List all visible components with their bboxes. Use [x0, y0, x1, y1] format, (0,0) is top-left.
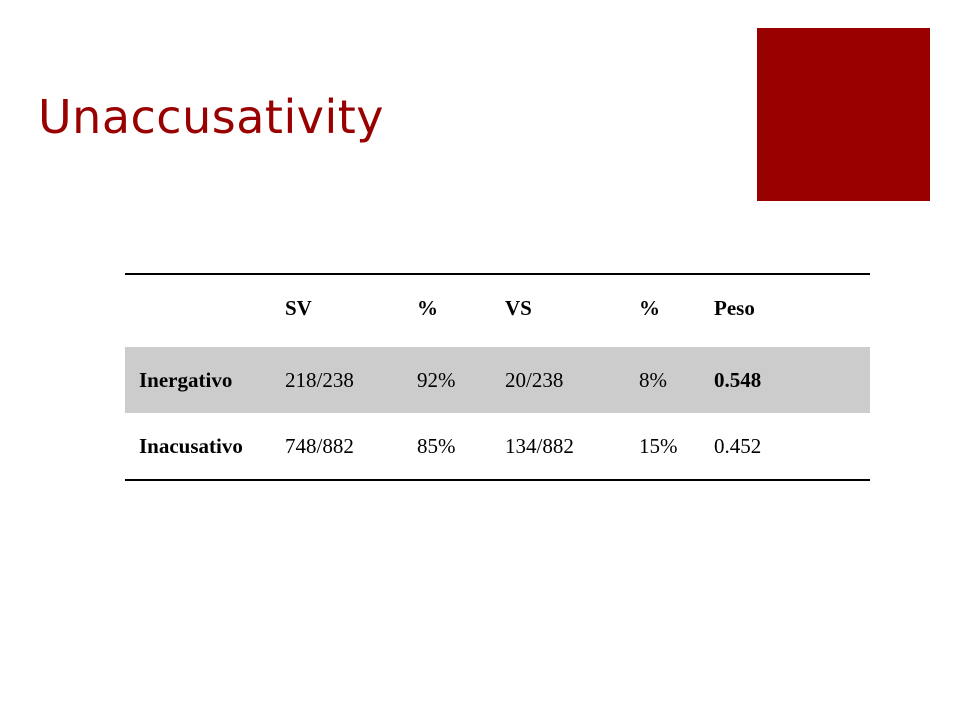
- cell-sv-percent: 92%: [415, 347, 503, 413]
- header-sv-percent: %: [417, 295, 438, 320]
- table-row-inergativo: Inergativo 218/238 92% 20/238 8% 0.548: [125, 347, 870, 413]
- header-empty-cell: [125, 274, 283, 347]
- slide-title: Unaccusativity: [38, 90, 384, 144]
- row-label: Inacusativo: [139, 433, 243, 458]
- row-label: Inergativo: [125, 347, 283, 413]
- cell-vs-percent: 8%: [637, 347, 712, 413]
- cell-vs: 20/238: [503, 347, 637, 413]
- cell-peso: 0.548: [712, 347, 870, 413]
- table-header-row: SV % VS % Peso: [125, 274, 870, 347]
- header-vs-percent: %: [639, 295, 660, 320]
- header-sv: SV: [285, 295, 312, 320]
- cell-peso: 0.452: [714, 433, 762, 458]
- header-peso: Peso: [714, 295, 755, 320]
- cell-sv: 748/882: [285, 433, 354, 458]
- cell-sv-percent: 85%: [417, 433, 456, 458]
- table-row-inacusativo: Inacusativo 748/882 85% 134/882 15% 0.45…: [125, 413, 870, 480]
- cell-vs-percent: 15%: [639, 433, 678, 458]
- header-vs: VS: [505, 295, 532, 320]
- cell-sv: 218/238: [283, 347, 415, 413]
- data-table: SV % VS % Peso Inergativo 218/238 92% 20…: [125, 273, 870, 481]
- cell-vs: 134/882: [505, 433, 574, 458]
- accent-block: [757, 28, 930, 201]
